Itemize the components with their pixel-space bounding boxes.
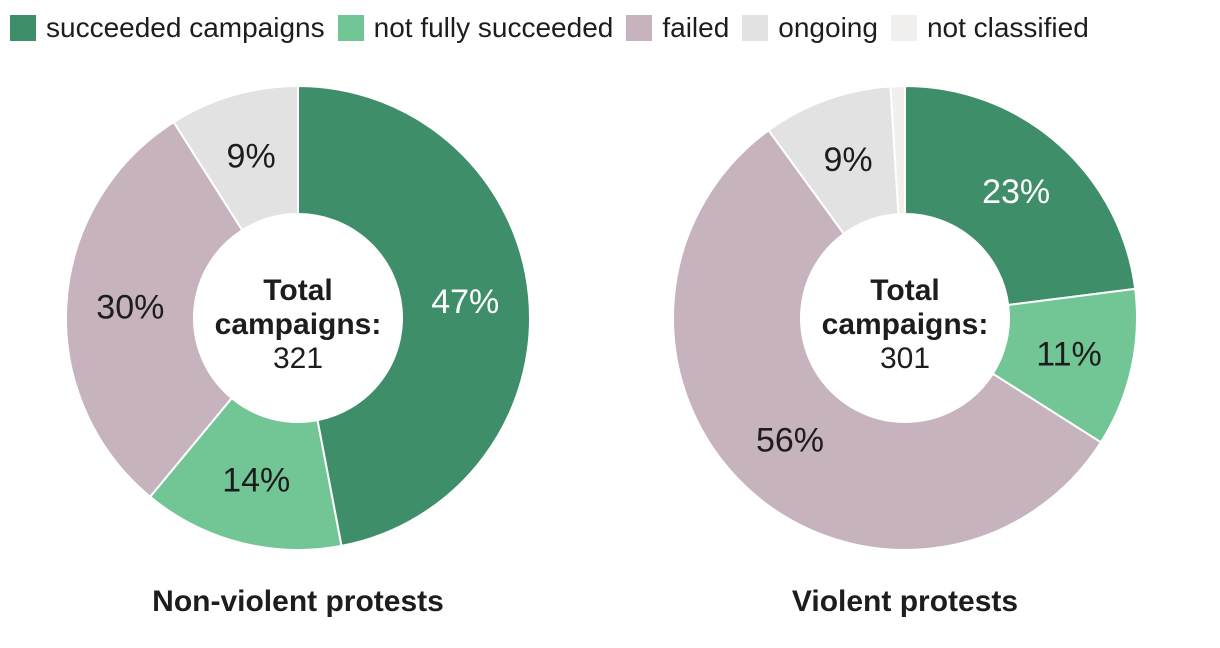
donut-slice-failed (65, 121, 244, 498)
chart-title-nonviolent: Non-violent protests (152, 585, 444, 618)
legend-label: not classified (926, 12, 1089, 43)
slice-percent-label: 23% (982, 173, 1050, 211)
slice-percent-label: 11% (1036, 336, 1102, 374)
legend-swatch-ongoing (742, 15, 769, 41)
legend-label: failed (662, 12, 730, 43)
donut-slice-succeeded-campaigns (297, 85, 531, 547)
donut-slice-not-classified (889, 85, 906, 216)
legend-swatch-succeeded (10, 15, 36, 41)
donut-slice-not-fully-succeeded (149, 397, 343, 551)
slice-percent-label: 56% (756, 421, 824, 459)
slice-percent-label: 30% (96, 288, 164, 326)
legend-item-not-fully-succeeded: not fully succeeded (337, 12, 614, 43)
slice-percent-label: 9% (227, 138, 276, 176)
donut-slice-succeeded-campaigns (904, 85, 1137, 306)
donut-svg-violent: 23% 11% 56% 9% (672, 85, 1138, 551)
donut-svg-nonviolent: 47% 14% 30% 9% (65, 85, 531, 551)
slice-percent-label: 14% (222, 462, 290, 500)
legend-item-succeeded: succeeded campaigns (10, 13, 325, 43)
legend-swatch-not-classified (890, 15, 917, 41)
donut-slice-ongoing (172, 85, 299, 232)
slice-percent-label: 47% (431, 283, 499, 321)
chart-title-violent: Violent protests (791, 585, 1019, 618)
donut-slice-failed (672, 129, 1102, 551)
legend-item-not-classified: not classified (890, 12, 1089, 43)
slice-percent-label: 9% (824, 141, 873, 179)
legend-item-ongoing: ongoing (742, 13, 878, 43)
legend-swatch-not-fully-succeeded (337, 15, 364, 41)
legend-label: ongoing (778, 12, 878, 43)
legend-label: not fully succeeded (373, 12, 614, 43)
donut-chart-violent: 23% 11% 56% 9% Total campaigns: 301 Violent… (670, 83, 1140, 619)
legend: succeeded campaigns not fully succeeded … (10, 13, 1089, 43)
legend-label: succeeded campaigns (46, 12, 325, 43)
legend-item-failed: failed (626, 13, 729, 43)
donut-chart-nonviolent: 47% 14% 30% 9% Total campaigns: 321 Non-vio… (63, 83, 533, 619)
legend-swatch-failed (626, 15, 653, 41)
